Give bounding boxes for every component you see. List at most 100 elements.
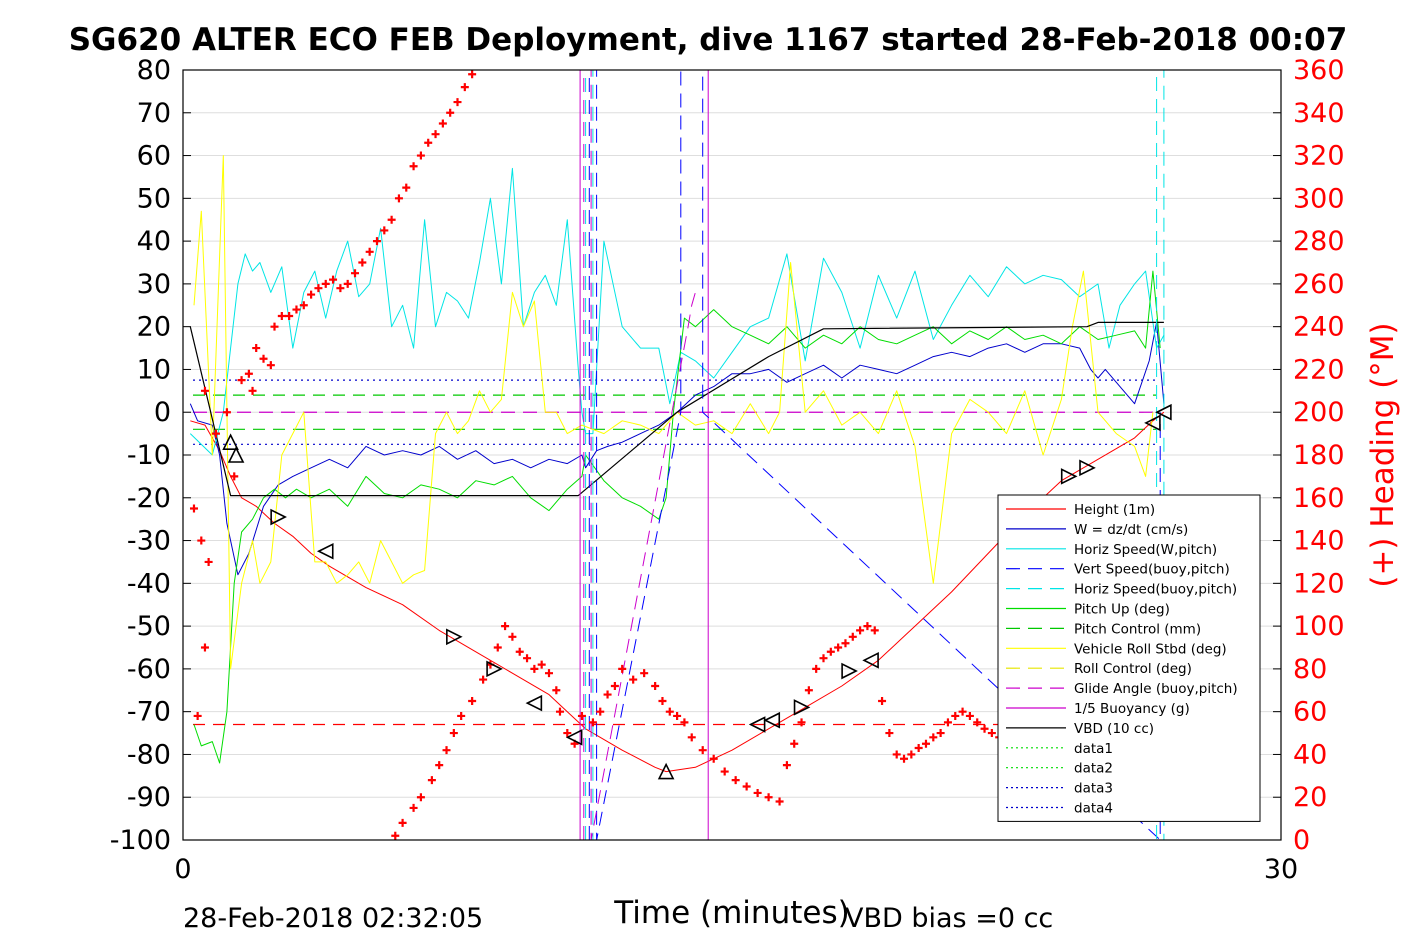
y-tick-label: 40	[137, 226, 171, 257]
heading-point	[416, 793, 425, 802]
heading-point	[398, 818, 407, 827]
heading-point	[753, 788, 762, 797]
heading-point	[351, 269, 360, 278]
x-tick-label: 30	[1264, 854, 1298, 885]
heading-point	[797, 718, 806, 727]
x-axis: 0 30	[174, 832, 1298, 885]
series-roll	[193, 155, 1154, 670]
heading-point	[211, 429, 220, 438]
triangle-marker	[763, 711, 781, 729]
footer-vbd-bias: VBD bias =0 cc	[845, 903, 1053, 934]
heading-point	[479, 675, 488, 684]
y-right-tick-label: 200	[1293, 397, 1345, 428]
legend-label: data3	[1074, 781, 1113, 797]
heading-point	[200, 386, 209, 395]
heading-point	[380, 226, 389, 235]
heading-point	[431, 130, 440, 139]
legend-label: 1/5 Buoyancy (g)	[1074, 701, 1190, 717]
triangle-marker	[486, 660, 503, 678]
heading-point	[665, 707, 674, 716]
heading-point	[673, 711, 682, 720]
heading-point	[449, 729, 458, 738]
heading-point	[197, 536, 206, 545]
heading-point	[610, 682, 619, 690]
heading-point	[365, 247, 374, 256]
heading-point	[336, 284, 345, 293]
legend-label: Horiz Speed(buoy,pitch)	[1074, 582, 1237, 598]
triangle-marker	[525, 694, 543, 712]
heading-point	[914, 744, 923, 753]
legend-label: Roll Control (deg)	[1074, 661, 1192, 677]
heading-point	[427, 776, 436, 785]
heading-point	[698, 746, 707, 755]
heading-point	[402, 183, 411, 192]
y-right-tick-label: 40	[1293, 739, 1327, 770]
heading-point	[775, 797, 784, 806]
heading-point	[812, 664, 821, 673]
triangle-marker	[1155, 403, 1172, 421]
triangle-marker	[657, 762, 675, 780]
heading-point	[387, 215, 396, 224]
legend-box	[997, 494, 1261, 822]
heading-point	[782, 761, 791, 770]
heading-point	[468, 696, 477, 705]
y-tick-label: -30	[127, 526, 171, 557]
heading-point	[468, 70, 477, 79]
heading-point	[329, 275, 338, 284]
legend-label: data1	[1074, 741, 1113, 757]
heading-point	[530, 664, 539, 673]
heading-point	[709, 754, 718, 763]
y-tick-label: 10	[137, 354, 171, 385]
y-tick-label: 70	[137, 98, 171, 129]
heading-point	[588, 718, 597, 727]
heading-point	[438, 119, 447, 128]
heading-point	[372, 237, 381, 246]
y-tick-label: -100	[110, 825, 171, 856]
heading-point	[446, 108, 455, 117]
heading-point	[720, 767, 729, 776]
heading-point	[409, 162, 418, 171]
heading-point	[314, 284, 323, 293]
reference-lines	[193, 379, 1156, 726]
heading-point	[629, 675, 638, 684]
y-right-tick-label: 340	[1293, 98, 1345, 129]
heading-point	[921, 739, 930, 748]
y-right-tick-label: 260	[1293, 269, 1345, 300]
heading-point	[943, 718, 952, 727]
heading-point	[230, 472, 239, 481]
y-tick-label: -70	[127, 697, 171, 728]
y-tick-label: -60	[127, 654, 171, 685]
heading-point	[460, 83, 469, 92]
heading-point	[563, 729, 572, 738]
heading-point	[603, 690, 612, 699]
heading-point	[980, 724, 989, 733]
heading-point	[321, 279, 330, 288]
heading-point	[764, 793, 773, 802]
triangle-marker	[227, 446, 245, 463]
series-w	[189, 321, 1165, 576]
y-right-tick-label: 100	[1293, 611, 1345, 642]
heading-point	[292, 305, 301, 314]
heading-point	[834, 643, 843, 652]
heading-point	[307, 290, 316, 299]
heading-point	[555, 707, 564, 716]
heading-point	[457, 711, 466, 720]
heading-point	[819, 654, 828, 663]
y-right-tick-label: 60	[1293, 697, 1327, 728]
heading-point	[936, 729, 945, 738]
heading-point	[731, 776, 740, 785]
heading-point	[523, 654, 532, 663]
heading-point	[285, 311, 294, 320]
legend-label: Pitch Up (deg)	[1074, 602, 1170, 618]
triangle-marker	[446, 628, 463, 646]
heading-point	[299, 301, 308, 310]
chart-title: SG620 ALTER ECO FEB Deployment, dive 116…	[69, 22, 1348, 58]
heading-point	[958, 707, 967, 716]
y-tick-label: 60	[137, 141, 171, 172]
y-right-tick-label: 240	[1293, 312, 1345, 343]
heading-point	[252, 344, 261, 353]
heading-point	[885, 729, 894, 738]
heading-point	[244, 369, 253, 378]
heading-point	[200, 643, 209, 652]
legend-label: W = dz/dt (cm/s)	[1074, 522, 1188, 538]
